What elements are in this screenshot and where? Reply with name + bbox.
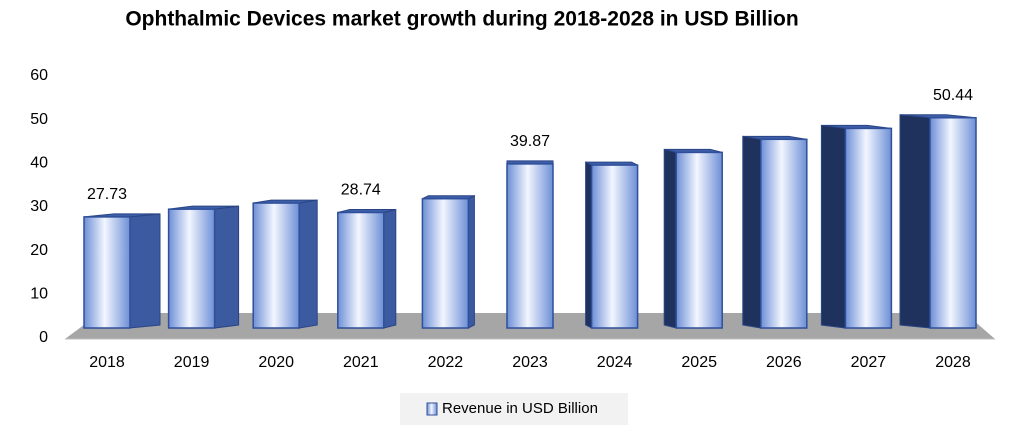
y-tick-label: 40	[30, 155, 48, 172]
x-tick-label: 2018	[89, 354, 125, 371]
x-tick-label: 2027	[851, 354, 887, 371]
bar-side	[129, 213, 161, 329]
bar-side	[663, 148, 677, 329]
y-tick-label: 10	[30, 286, 48, 303]
x-tick-label: 2019	[174, 354, 210, 371]
y-tick-label: 30	[30, 198, 48, 215]
bar-front	[167, 208, 216, 329]
x-tick-label: 2021	[343, 354, 379, 371]
bar	[820, 124, 893, 329]
y-tick-label: 50	[30, 111, 48, 128]
bar-side	[742, 135, 762, 329]
chart-title: Ophthalmic Devices market growth during …	[125, 8, 798, 31]
bar-side	[820, 124, 846, 329]
bar	[83, 213, 161, 329]
bar-front	[506, 163, 554, 329]
y-tick-label: 20	[30, 242, 48, 259]
y-tick-label: 60	[30, 67, 48, 84]
bar-front	[760, 138, 808, 329]
bar-side	[899, 114, 931, 329]
bar-side	[383, 208, 397, 329]
bar-front	[929, 116, 977, 329]
x-tick-label: 2020	[258, 354, 294, 371]
bar	[585, 161, 639, 329]
bar	[421, 194, 475, 329]
bar	[742, 135, 808, 329]
y-tick-label: 0	[39, 329, 48, 346]
bar	[252, 199, 318, 329]
legend-swatch	[426, 402, 438, 416]
x-tick-label: 2024	[597, 354, 633, 371]
bar-front	[83, 216, 131, 329]
x-tick-label: 2022	[428, 354, 464, 371]
bar-front	[590, 164, 639, 329]
bar-front	[421, 197, 470, 329]
bar-front	[844, 127, 893, 329]
x-tick-label: 2026	[766, 354, 802, 371]
bar-front	[337, 211, 385, 329]
x-tick-label: 2028	[935, 354, 971, 371]
value-label: 39.87	[510, 133, 550, 150]
value-label: 27.73	[87, 186, 127, 203]
x-tick-label: 2023	[512, 354, 548, 371]
legend	[400, 393, 628, 425]
bar-side	[214, 205, 240, 329]
bar	[899, 114, 977, 329]
bar	[506, 160, 554, 329]
bar-front	[675, 151, 723, 329]
bar-side	[467, 194, 475, 329]
bar	[663, 148, 723, 329]
value-label: 50.44	[933, 87, 973, 104]
plot: 0 10 20 30 40 50 60 2018 2019 2020 2021 2022 2023 202…	[30, 67, 977, 371]
bar-side	[298, 199, 318, 329]
bar-front	[252, 202, 300, 329]
value-label: 28.74	[341, 182, 381, 199]
x-tick-label: 2025	[681, 354, 717, 371]
legend-label: Revenue in USD Billion	[442, 400, 598, 417]
bar	[337, 208, 397, 329]
bar	[167, 205, 240, 329]
bar-side	[585, 161, 593, 329]
